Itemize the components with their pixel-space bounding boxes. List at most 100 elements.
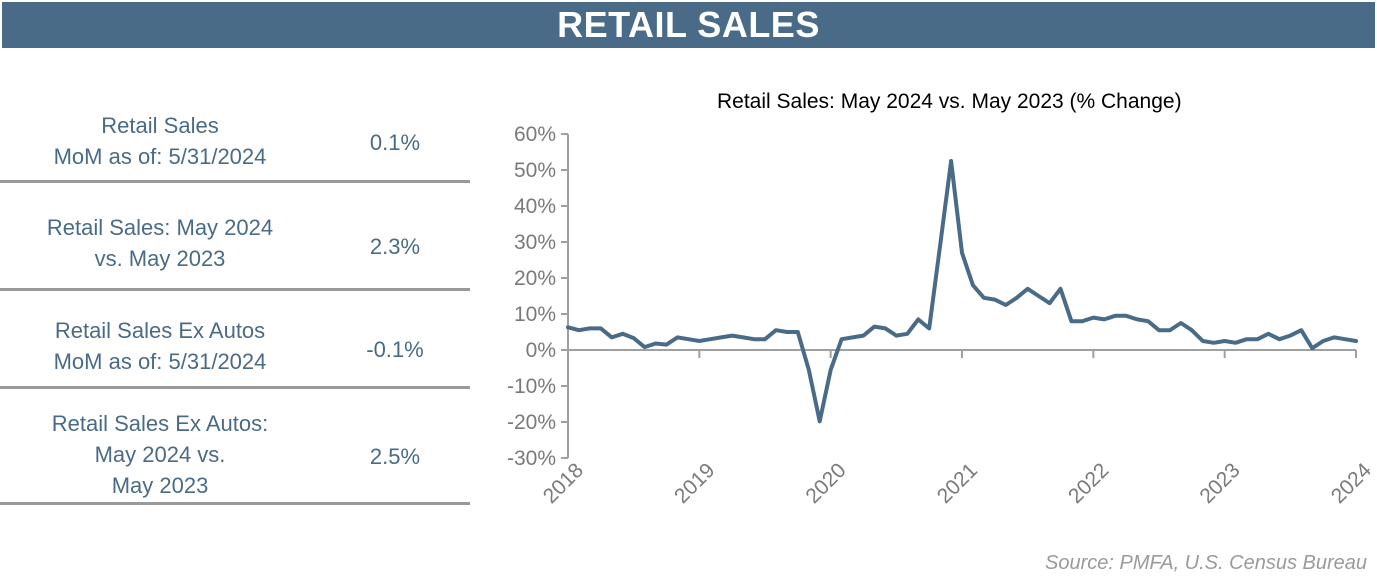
data-point: [675, 335, 679, 339]
data-point: [1015, 296, 1019, 300]
data-point: [862, 334, 866, 338]
page-title: RETAIL SALES: [557, 4, 820, 45]
x-tick-label: 2021: [933, 459, 982, 508]
stat-value-retail-sales-mom: 0.1%: [369, 130, 421, 155]
data-point: [883, 326, 887, 330]
stat-label-line: vs. May 2023: [94, 246, 226, 271]
source-note: Source: PMFA, U.S. Census Bureau: [1045, 552, 1367, 574]
data-point: [785, 330, 789, 334]
stat-label-line: MoM as of: 5/31/2024: [53, 144, 267, 169]
data-point: [1277, 337, 1281, 341]
stat-label-line: Retail Sales Ex Autos:: [51, 411, 269, 436]
data-point: [916, 317, 920, 321]
data-point: [840, 337, 844, 341]
stat-divider: [0, 180, 470, 183]
data-point: [621, 332, 625, 336]
stat-divider: [0, 502, 470, 505]
data-point: [1124, 314, 1128, 318]
data-point: [1080, 319, 1084, 323]
chart-title: Retail Sales: May 2024 vs. May 2023 (% C…: [717, 90, 1182, 113]
data-point: [774, 328, 778, 332]
data-point: [708, 337, 712, 341]
data-point: [1321, 339, 1325, 343]
data-point: [1212, 341, 1216, 345]
stat-value-retail-sales-yoy: 2.3%: [369, 234, 421, 259]
data-point: [982, 296, 986, 300]
data-point: [949, 159, 953, 163]
data-point: [1288, 334, 1292, 338]
data-point: [905, 332, 909, 336]
data-point: [807, 368, 811, 372]
data-point: [1026, 287, 1030, 291]
y-tick-label: 50%: [514, 159, 556, 182]
y-axis: 60% 50% 40% 30% 20% 10% 0% -10% -20% -30%: [507, 123, 569, 470]
data-point: [1168, 328, 1172, 332]
data-point: [566, 325, 570, 329]
stat-label-line: Retail Sales Ex Autos: [54, 318, 266, 343]
data-point: [796, 330, 800, 334]
data-point: [1234, 341, 1238, 345]
data-point: [1223, 339, 1227, 343]
data-point: [719, 335, 723, 339]
data-point: [1102, 317, 1106, 321]
stat-label-line: May 2024 vs.: [94, 442, 226, 467]
data-point: [1310, 346, 1314, 350]
data-point: [1146, 319, 1150, 323]
stat-label-ex-autos-mom: Retail Sales Ex Autos MoM as of: 5/31/20…: [0, 315, 320, 377]
data-point: [741, 335, 745, 339]
data-point: [599, 326, 603, 330]
data-point: [763, 337, 767, 341]
data-point: [686, 337, 690, 341]
data-point: [1343, 337, 1347, 341]
data-point: [894, 334, 898, 338]
data-point: [1048, 301, 1052, 305]
data-point: [1157, 328, 1161, 332]
data-point: [1245, 337, 1249, 341]
stat-divider: [0, 386, 470, 389]
y-tick-label: 60%: [514, 123, 556, 146]
x-tick-label: 2022: [1064, 459, 1113, 508]
stat-label-line: Retail Sales: [101, 113, 219, 138]
stat-label-retail-sales-mom: Retail Sales MoM as of: 5/31/2024: [0, 110, 320, 172]
data-point: [818, 419, 822, 423]
y-tick-label: -20%: [507, 411, 556, 434]
data-point: [1256, 337, 1260, 341]
data-point: [1004, 303, 1008, 307]
y-tick-label: 20%: [514, 267, 556, 290]
data-point: [730, 334, 734, 338]
data-point: [610, 335, 614, 339]
x-tick-label: 2020: [801, 459, 850, 508]
data-point: [1135, 317, 1139, 321]
y-tick-label: 0%: [526, 339, 556, 362]
stat-value-ex-autos-yoy: 2.5%: [369, 444, 421, 469]
data-point: [971, 283, 975, 287]
y-tick-label: 10%: [514, 303, 556, 326]
data-point: [1113, 314, 1117, 318]
x-tick-label: 2019: [670, 459, 719, 508]
data-point: [927, 326, 931, 330]
y-tick-label: 30%: [514, 231, 556, 254]
series-line: [566, 159, 1358, 424]
data-point: [577, 328, 581, 332]
data-point: [632, 336, 636, 340]
data-point: [1179, 321, 1183, 325]
data-point: [588, 326, 592, 330]
stat-label-line: May 2023: [111, 473, 209, 498]
x-axis: 2018 2019 2020 2021 2022 2023 2024: [539, 349, 1370, 508]
data-point: [872, 325, 876, 329]
data-point: [697, 339, 701, 343]
stats-panel: Retail Sales MoM as of: 5/31/2024 0.1% R…: [0, 0, 470, 583]
data-point: [654, 342, 658, 346]
data-point: [1190, 328, 1194, 332]
stat-divider: [0, 288, 470, 291]
series-layer: [566, 159, 1358, 424]
data-point: [665, 343, 669, 347]
data-point: [1266, 332, 1270, 336]
data-point: [1037, 294, 1041, 298]
data-point: [1332, 335, 1336, 339]
data-point: [993, 298, 997, 302]
data-point: [938, 244, 942, 248]
x-tick-label: 2023: [1195, 459, 1244, 508]
data-point: [829, 368, 833, 372]
data-point: [1201, 339, 1205, 343]
